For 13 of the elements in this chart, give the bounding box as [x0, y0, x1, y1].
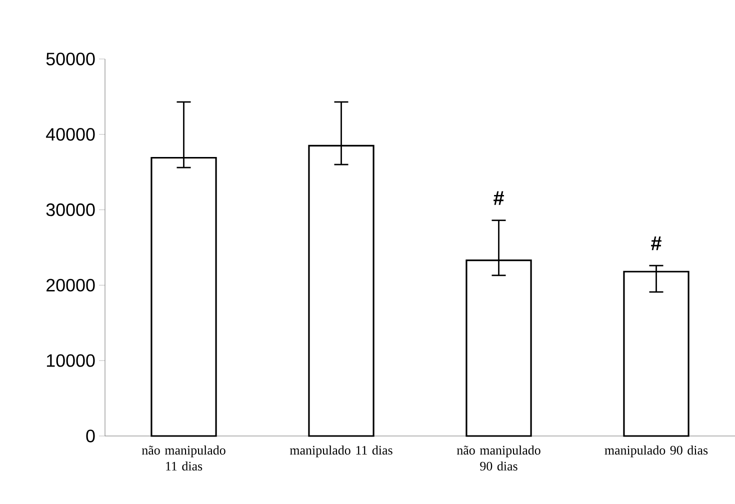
- x-tick-label: não manipulado 90 dias: [456, 446, 540, 471]
- y-tick-label: 40000: [46, 128, 95, 141]
- annotation: #: [651, 236, 662, 250]
- y-tick-label: 50000: [46, 52, 95, 66]
- x-tick-label: manipulado 11 dias: [290, 446, 392, 458]
- bar: [623, 270, 690, 437]
- y-tick-label: 30000: [46, 203, 95, 216]
- annotation: #: [494, 191, 504, 205]
- y-tick-label: 0: [86, 430, 95, 442]
- x-tick-label: não manipulado 11 dias: [142, 446, 226, 471]
- y-tick-label: 10000: [46, 354, 95, 367]
- y-tick-label: 20000: [46, 278, 95, 292]
- x-tick-label: manipulado 90 dias: [604, 446, 708, 458]
